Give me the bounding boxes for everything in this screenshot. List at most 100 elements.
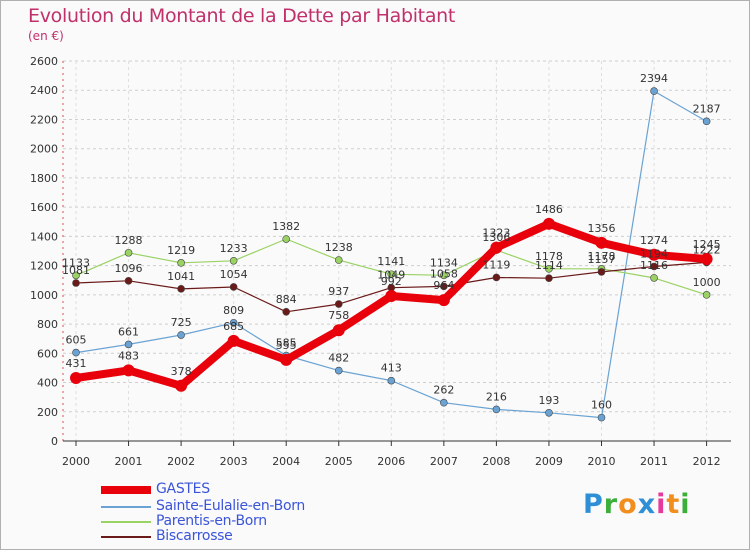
data-label: 555 bbox=[276, 339, 297, 352]
x-tick-label: 2002 bbox=[167, 455, 195, 468]
data-label: 725 bbox=[171, 316, 192, 329]
x-tick-label: 2009 bbox=[535, 455, 563, 468]
x-tick-label: 2000 bbox=[62, 455, 90, 468]
data-point bbox=[72, 271, 80, 280]
y-tick-label: 200 bbox=[37, 406, 58, 419]
legend-item: Biscarrosse bbox=[101, 528, 401, 545]
data-point bbox=[124, 248, 133, 257]
data-label: 661 bbox=[118, 325, 139, 338]
data-label: 1233 bbox=[220, 242, 248, 255]
data-point bbox=[72, 279, 80, 287]
data-point bbox=[545, 265, 553, 273]
data-label: 1114 bbox=[535, 259, 563, 272]
data-label: 1194 bbox=[640, 247, 668, 260]
data-label: 1119 bbox=[482, 258, 510, 271]
data-label: 992 bbox=[381, 275, 402, 288]
y-tick-label: 400 bbox=[37, 377, 58, 390]
legend-item: GASTES bbox=[101, 481, 401, 498]
data-point bbox=[334, 366, 343, 375]
x-tick-label: 2008 bbox=[482, 455, 510, 468]
data-label: 413 bbox=[381, 362, 402, 375]
data-label: 685 bbox=[223, 320, 244, 333]
data-label: 1274 bbox=[640, 234, 668, 247]
logo-letter: i bbox=[656, 489, 667, 520]
logo-letter: r bbox=[603, 489, 619, 520]
data-label: 964 bbox=[433, 279, 454, 292]
data-point bbox=[490, 241, 503, 254]
data-label: 758 bbox=[328, 309, 349, 322]
data-label: 1041 bbox=[167, 270, 195, 283]
data-point bbox=[545, 408, 553, 417]
data-label: 1134 bbox=[430, 256, 458, 269]
data-label: 431 bbox=[66, 357, 87, 370]
data-label: 937 bbox=[328, 285, 349, 298]
data-label: 378 bbox=[171, 365, 192, 378]
y-tick-label: 800 bbox=[37, 318, 58, 331]
data-label: 1356 bbox=[588, 222, 616, 235]
data-point bbox=[177, 259, 185, 267]
data-point bbox=[122, 364, 135, 377]
x-tick-label: 2010 bbox=[588, 455, 616, 468]
data-label: 1323 bbox=[482, 227, 510, 240]
data-label: 1222 bbox=[693, 243, 721, 256]
data-point bbox=[597, 268, 606, 276]
data-point bbox=[175, 379, 188, 392]
data-point bbox=[72, 348, 80, 357]
data-label: 193 bbox=[538, 394, 559, 407]
data-label: 1096 bbox=[115, 262, 143, 275]
x-tick-label: 2012 bbox=[693, 455, 721, 468]
data-point bbox=[387, 376, 396, 385]
data-point bbox=[440, 282, 448, 291]
logo-letter: P bbox=[583, 489, 604, 520]
data-label: 605 bbox=[66, 334, 87, 347]
data-point bbox=[440, 271, 448, 280]
data-point bbox=[545, 274, 553, 282]
chart-title: Evolution du Montant de la Dette par Hab… bbox=[28, 5, 456, 27]
data-point bbox=[597, 413, 606, 422]
x-tick-label: 2007 bbox=[430, 455, 458, 468]
data-label: 585 bbox=[276, 337, 297, 350]
data-label: 1116 bbox=[640, 259, 668, 272]
x-tick-label: 2003 bbox=[220, 455, 248, 468]
data-label: 809 bbox=[223, 304, 244, 317]
data-point bbox=[440, 398, 448, 407]
x-tick-label: 2001 bbox=[115, 455, 143, 468]
x-tick-label: 2005 bbox=[325, 455, 353, 468]
data-label: 1081 bbox=[62, 264, 90, 277]
data-point bbox=[595, 236, 608, 249]
legend-label: Biscarrosse bbox=[156, 528, 233, 544]
data-point bbox=[387, 270, 396, 279]
y-tick-label: 1600 bbox=[30, 201, 58, 214]
chart-subtitle: (en €) bbox=[28, 29, 64, 43]
data-label: 2187 bbox=[693, 102, 721, 115]
logo-letter: i bbox=[680, 489, 691, 520]
data-point bbox=[334, 300, 343, 308]
y-tick-label: 2600 bbox=[30, 55, 58, 68]
data-label: 160 bbox=[591, 399, 612, 412]
legend-item: Sainte-Eulalie-en-Born bbox=[101, 498, 401, 515]
y-tick-label: 600 bbox=[37, 347, 58, 360]
data-label: 1058 bbox=[430, 267, 458, 280]
y-tick-label: 0 bbox=[51, 435, 58, 448]
data-point bbox=[437, 294, 450, 307]
data-point bbox=[648, 248, 661, 261]
data-label: 1178 bbox=[588, 250, 616, 263]
y-tick-label: 2000 bbox=[30, 143, 58, 156]
legend-label: GASTES bbox=[156, 481, 210, 497]
data-point bbox=[280, 353, 293, 366]
legend-swatch bbox=[101, 521, 151, 523]
data-label: 1306 bbox=[482, 231, 510, 244]
y-tick-label: 1200 bbox=[30, 260, 58, 273]
data-label: 2394 bbox=[640, 72, 668, 85]
data-label: 1219 bbox=[167, 244, 195, 257]
data-label: 1000 bbox=[693, 276, 721, 289]
x-tick-label: 2011 bbox=[640, 455, 668, 468]
data-point bbox=[227, 334, 240, 347]
legend-swatch bbox=[101, 506, 151, 508]
data-label: 1238 bbox=[325, 241, 353, 254]
legend-swatch bbox=[101, 536, 151, 538]
data-point bbox=[177, 285, 185, 293]
data-point bbox=[177, 331, 185, 339]
logo-letter: x bbox=[637, 489, 657, 520]
